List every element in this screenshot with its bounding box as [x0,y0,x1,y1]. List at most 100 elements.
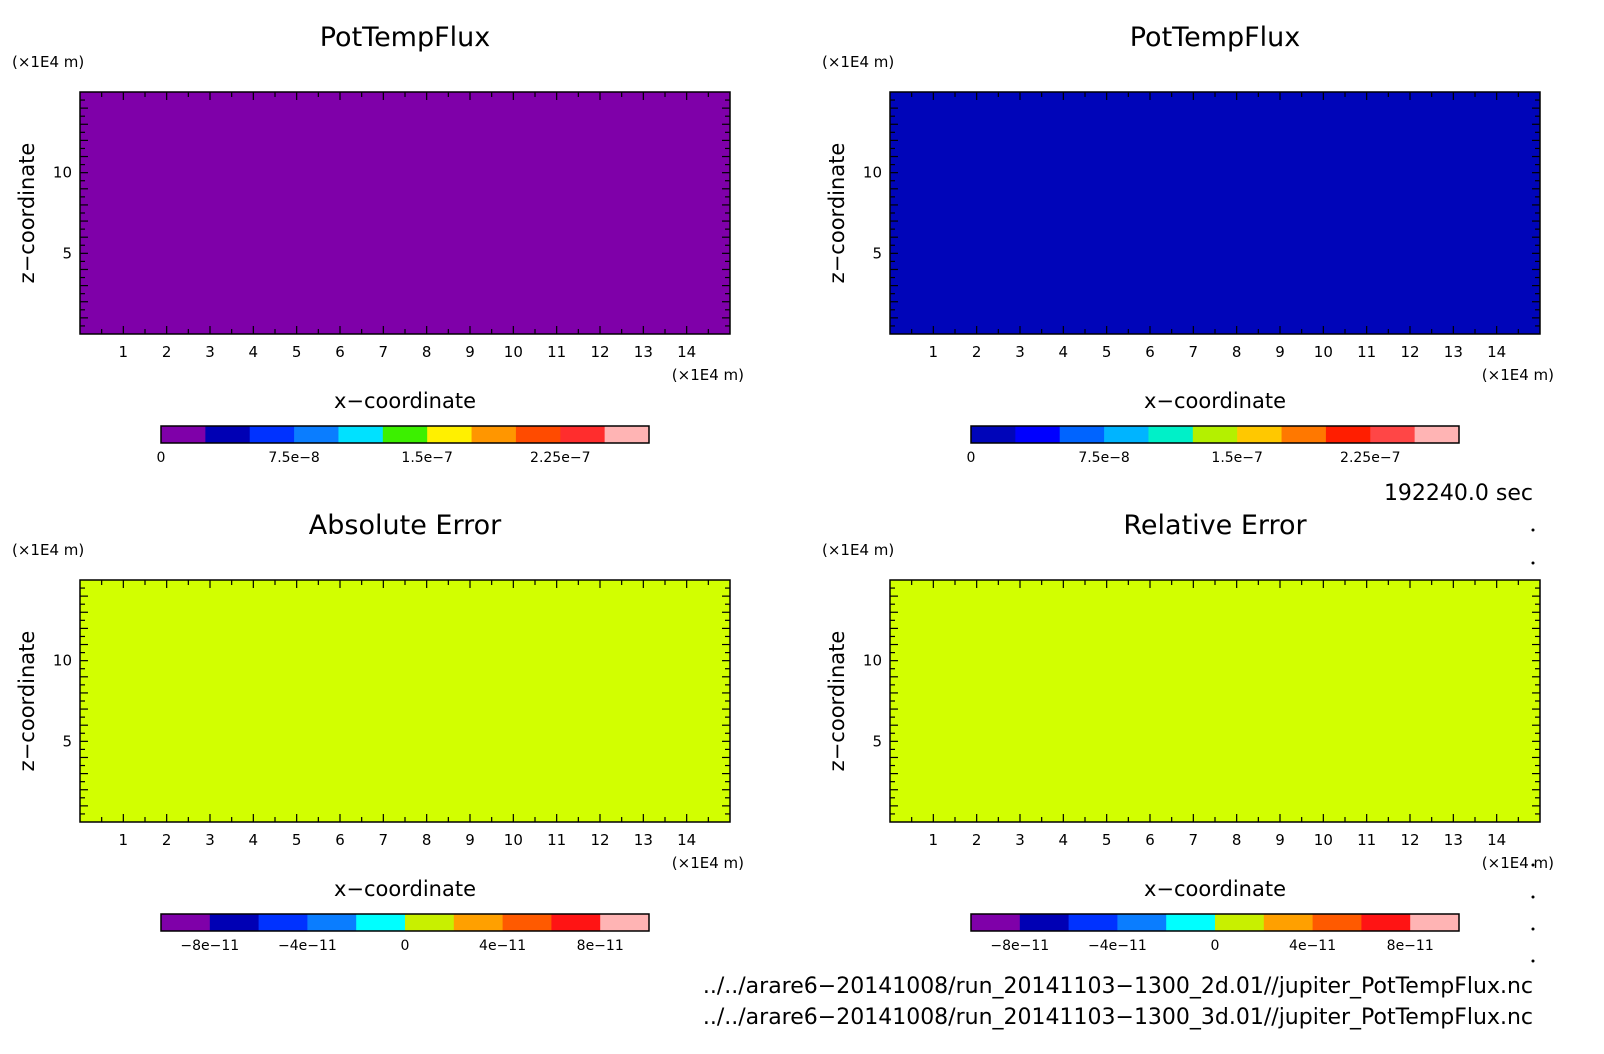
y-tick-label: 10 [53,652,72,670]
x-tick-label: 13 [1444,831,1463,849]
colorbar-swatch [205,426,251,443]
colorbar-swatch [258,914,308,931]
x-tick-label: 9 [1275,343,1285,361]
file-path-1: ../../arare6−20141008/run_20141103−1300_… [703,974,1533,999]
colorbar-swatch [1312,914,1362,931]
colorbar-swatch [249,426,295,443]
colorbar-tick-label: 2.25e−7 [530,450,590,466]
colorbar-swatch [209,914,260,931]
panel-2: PotTempFlux(×1E4 m)1 2 3 4 5 6 7 8 9 10 11 12 13 1451… [822,22,1554,466]
colorbar-frame [970,913,1460,932]
colorbar-tick-label: 0 [401,938,410,954]
x-tick-label: 6 [335,343,345,361]
x-tick-label: 2 [972,831,982,849]
colorbar-swatch [294,426,339,443]
x-tick-label: 7 [1189,343,1199,361]
x-tick-label: 3 [205,831,215,849]
y-unit-label: (×1E4 m) [822,541,894,559]
x-tick-label: 11 [547,343,566,361]
x-tick-label: 7 [379,831,389,849]
colorbar-frame [160,425,650,444]
x-tick-label: 12 [1400,831,1419,849]
x-tick-label: 7 [379,343,389,361]
x-tick-label: 6 [335,831,345,849]
x-tick-label: 11 [1357,831,1376,849]
plot-frame [889,91,1541,335]
panel-title: PotTempFlux [320,22,491,53]
colorbar-swatch [307,914,357,931]
x-tick-label: 4 [1059,343,1069,361]
colorbar-tick-label: 0 [1211,938,1220,954]
colorbar-tick-label: 1.5e−7 [1211,450,1263,466]
colorbar-tick-label: −4e−11 [1088,938,1147,954]
x-tick-label: 14 [677,343,696,361]
x-tick-label: 1 [119,343,129,361]
x-tick-label: 2 [162,343,172,361]
colorbar-tick-label: 0 [157,450,166,466]
margin-dot [1531,863,1535,867]
x-tick-label: 12 [1400,343,1419,361]
margin-dot [1531,927,1535,931]
colorbar-swatch [971,914,1021,931]
x-tick-label: 6 [1145,343,1155,361]
plot-frame [889,579,1541,823]
x-tick-label: 8 [1232,831,1242,849]
y-axis-label: z−coordinate [825,631,849,772]
colorbar-swatch [1192,426,1238,443]
colorbar-swatch [971,426,1016,443]
colorbar-swatch [1215,914,1265,931]
x-tick-label: 1 [929,831,939,849]
x-tick-label: 5 [292,343,302,361]
x-tick-label: 3 [1015,831,1025,849]
x-tick-label: 14 [677,831,696,849]
x-tick-label: 11 [1357,343,1376,361]
colorbar-tick-label: 8e−11 [1387,938,1434,954]
x-axis-label: x−coordinate [334,877,476,901]
colorbar-tick-label: 7.5e−8 [268,450,320,466]
colorbar-tick-label: 1.5e−7 [401,450,453,466]
y-axis-label: z−coordinate [825,143,849,284]
x-axis-label: x−coordinate [1144,389,1286,413]
colorbar-swatch [1325,426,1371,443]
colorbar-swatch [1015,426,1061,443]
colorbar-swatch [453,914,504,931]
x-unit-label: (×1E4 m) [1482,854,1554,872]
x-tick-label: 9 [1275,831,1285,849]
y-tick-label: 10 [863,652,882,670]
colorbar-swatch [1148,426,1194,443]
colorbar-swatch [1414,426,1460,443]
colorbar-swatch [1263,914,1314,931]
x-tick-label: 14 [1487,343,1506,361]
x-tick-label: 11 [547,831,566,849]
colorbar-swatch [1361,914,1411,931]
colorbar-swatch [471,426,517,443]
colorbar-swatch [560,426,606,443]
colorbar-swatch [382,426,428,443]
margin-dot [1531,561,1535,565]
panel-3: Absolute Error(×1E4 m)1 2 3 4 5 6 7 8 9 10 11 12 13 1… [12,510,744,954]
x-axis-label: x−coordinate [334,389,476,413]
x-tick-label: 12 [590,343,609,361]
y-tick-label: 5 [62,244,72,262]
x-tick-label: 2 [972,343,982,361]
colorbar-frame [970,425,1460,444]
colorbar-swatch [161,914,211,931]
x-tick-label: 9 [465,831,475,849]
colorbar-swatch [1166,914,1216,931]
colorbar-swatch [502,914,552,931]
x-tick-label: 3 [1015,343,1025,361]
x-tick-label: 7 [1189,831,1199,849]
x-tick-label: 5 [292,831,302,849]
margin-dot [1531,528,1535,532]
colorbar-tick-label: 7.5e−8 [1078,450,1130,466]
x-tick-label: 5 [1102,831,1112,849]
colorbar-swatch [405,914,455,931]
colorbar-swatch [1237,426,1283,443]
x-tick-label: 13 [634,343,653,361]
colorbar-tick-label: 2.25e−7 [1340,450,1400,466]
colorbar-swatch [1059,426,1105,443]
colorbar-swatch [600,914,650,931]
time-label: 192240.0 sec [1384,481,1533,506]
margin-dot [1531,959,1535,963]
